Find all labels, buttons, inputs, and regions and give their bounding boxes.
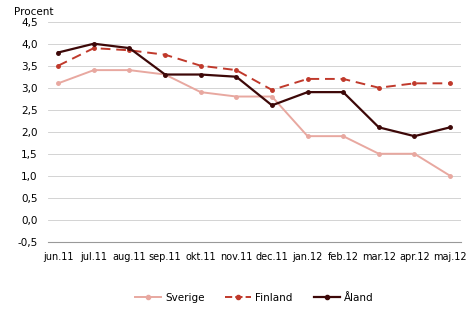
Legend: Sverige, Finland, Åland: Sverige, Finland, Åland — [131, 289, 378, 307]
Text: Procent: Procent — [14, 7, 54, 17]
